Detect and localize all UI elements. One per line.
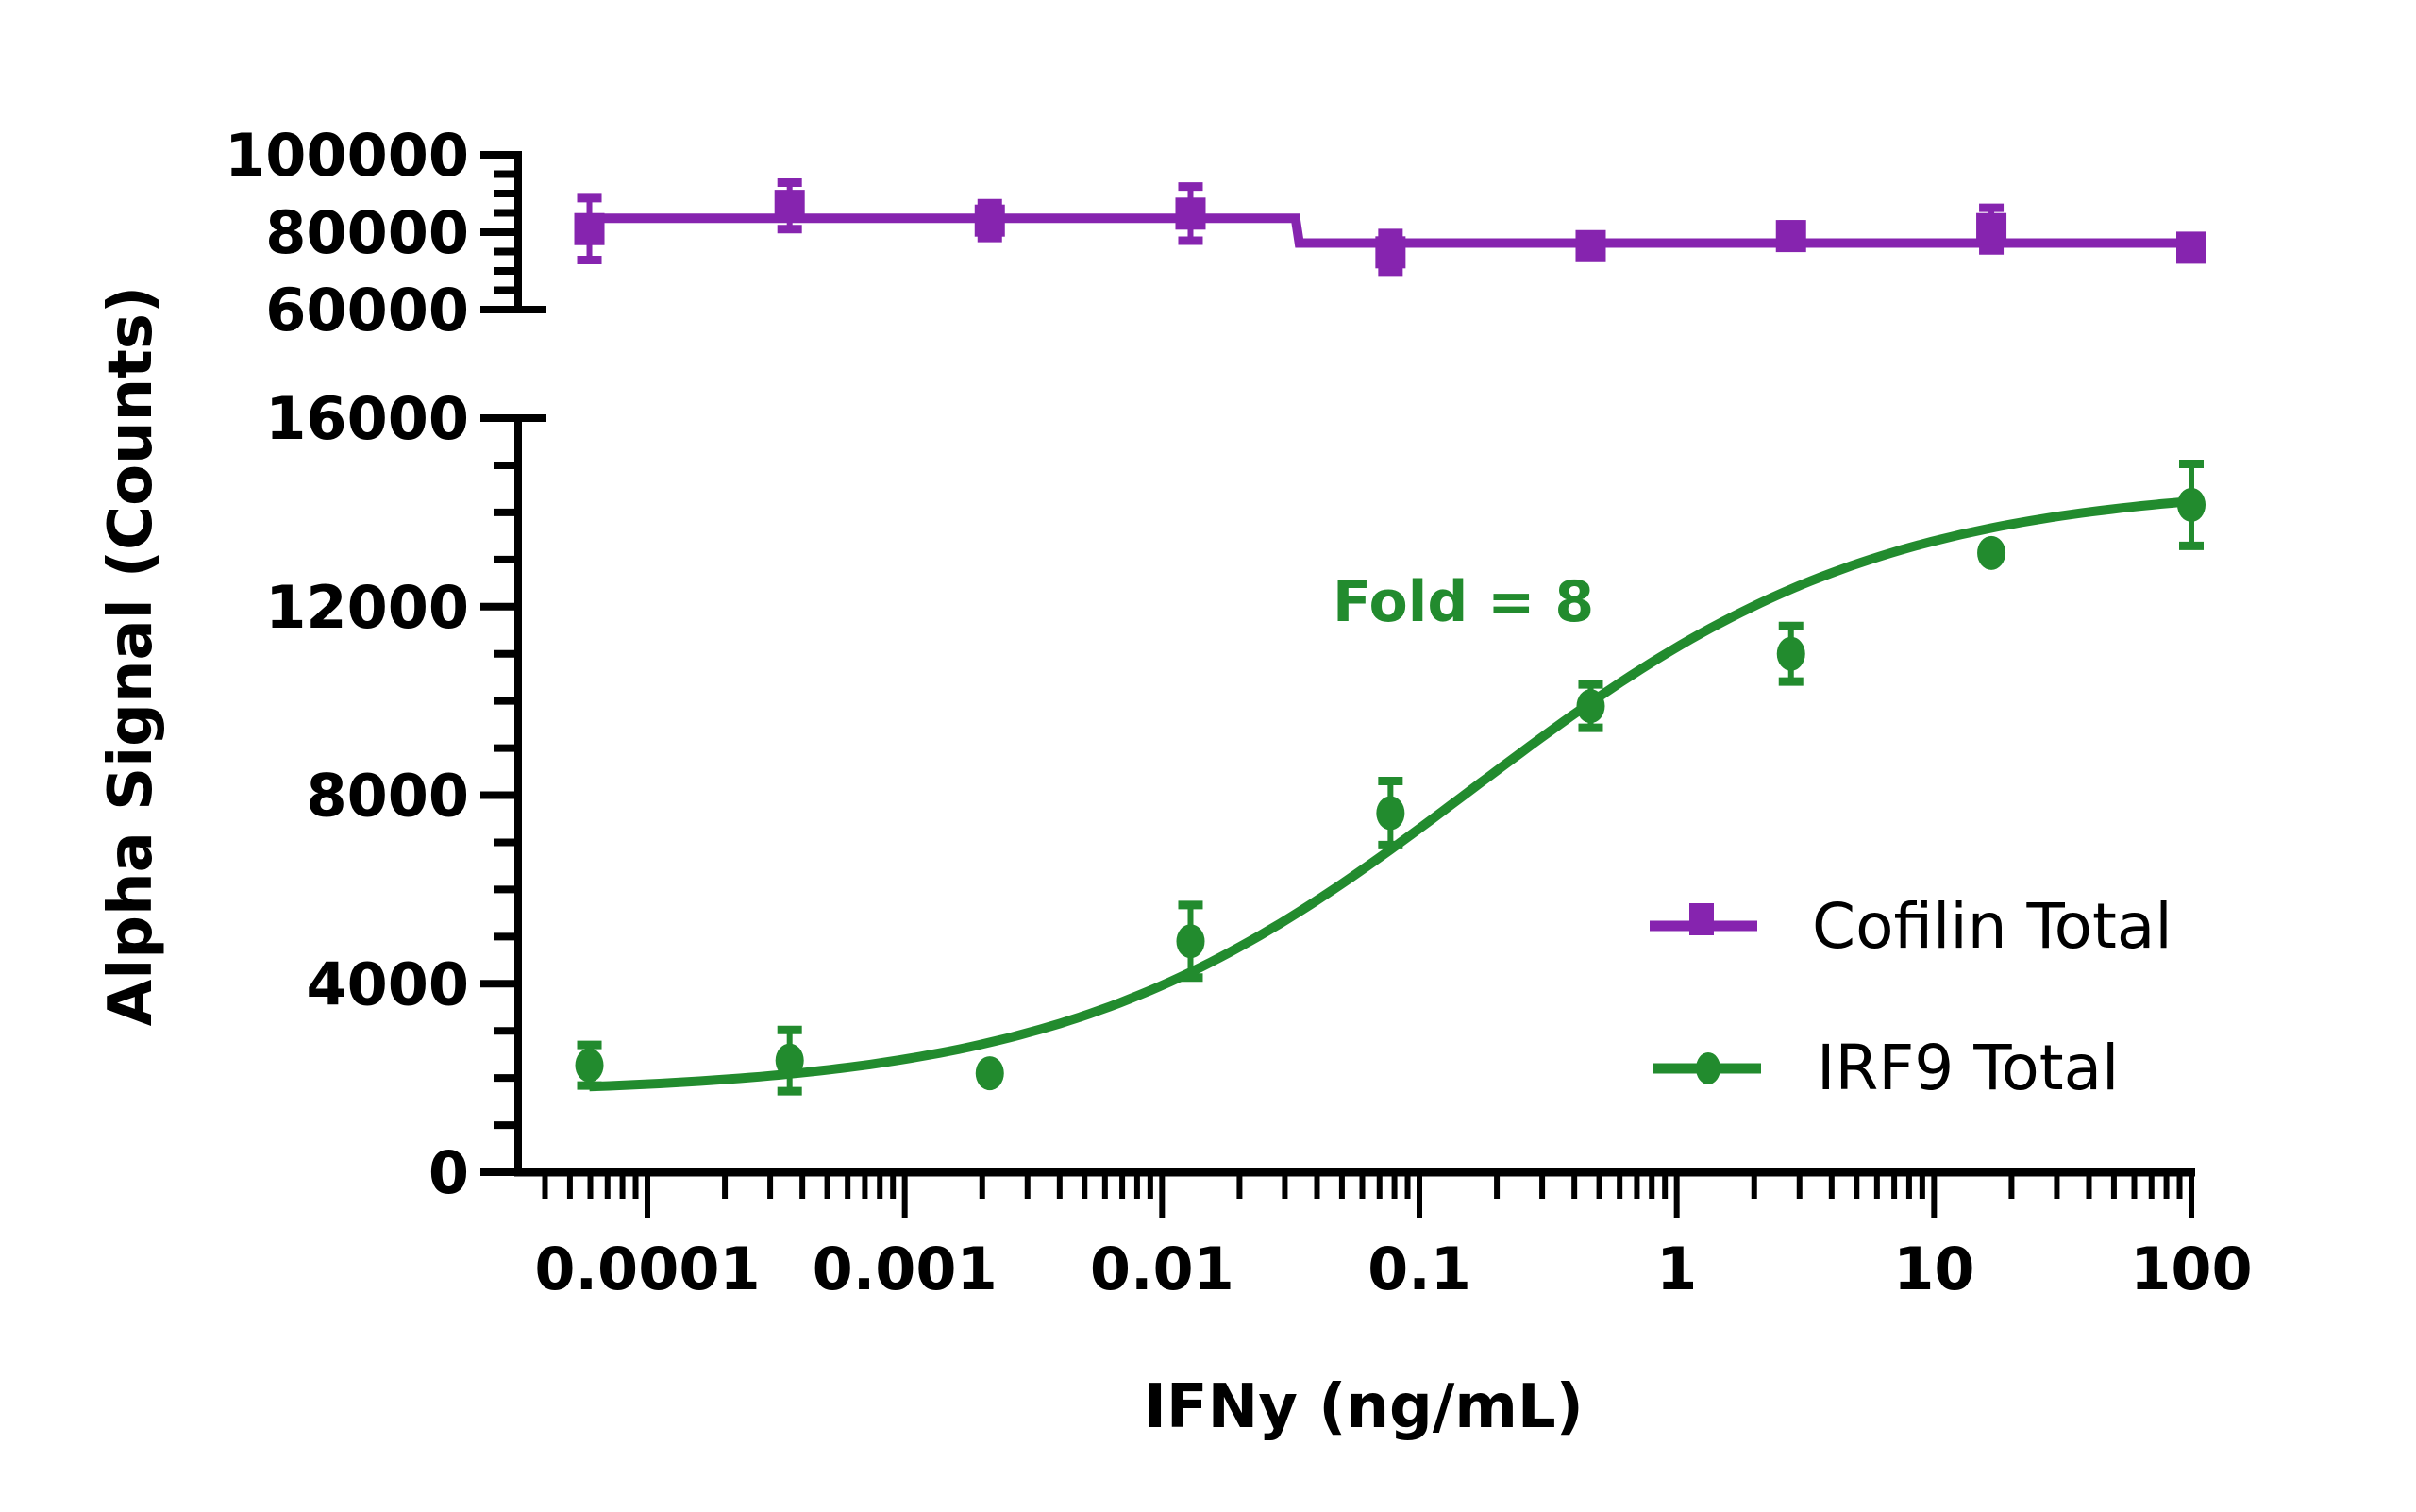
cofilin-point bbox=[1375, 236, 1406, 269]
irf9-point bbox=[2177, 487, 2206, 522]
top-y-tick-label: 60000 bbox=[265, 276, 469, 344]
legend: Cofilin Total IRF9 Total bbox=[1650, 890, 2173, 1104]
legend-item-irf9[interactable]: IRF9 Total bbox=[1653, 1032, 2119, 1104]
x-tick-label: 100 bbox=[2130, 1235, 2252, 1303]
x-tick-label: 10 bbox=[1893, 1235, 1974, 1303]
x-tick-label: 0.1 bbox=[1367, 1235, 1471, 1303]
x-axis-title: IFNy (ng/mL) bbox=[1144, 1372, 1584, 1442]
x-tick-label: 0.001 bbox=[813, 1235, 998, 1303]
legend-label-cofilin: Cofilin Total bbox=[1812, 890, 2173, 963]
bottom-y-tick-label: 0 bbox=[428, 1138, 469, 1207]
bottom-y-tick-label: 8000 bbox=[306, 762, 469, 831]
cofilin-point bbox=[574, 212, 605, 245]
x-tick-label: 1 bbox=[1656, 1235, 1697, 1303]
legend-marker-square-icon bbox=[1689, 903, 1714, 935]
top-y-axis: 100000 80000 60000 bbox=[225, 121, 546, 344]
fold-annotation: Fold = 8 bbox=[1333, 569, 1594, 635]
cofilin-point bbox=[2176, 231, 2206, 264]
top-y-tick-label: 100000 bbox=[225, 121, 469, 190]
cofilin-point bbox=[1175, 197, 1206, 230]
legend-label-irf9: IRF9 Total bbox=[1817, 1032, 2119, 1104]
x-axis: 0.0001 0.001 0.01 0.1 1 10 100 bbox=[514, 1168, 2253, 1303]
cofilin-fit-line bbox=[589, 213, 2191, 248]
irf9-point bbox=[1576, 689, 1605, 724]
bottom-y-tick-label: 16000 bbox=[265, 384, 469, 453]
cofilin-point bbox=[774, 190, 805, 223]
series-layer bbox=[574, 178, 2206, 1096]
cofilin-point bbox=[1575, 229, 1606, 262]
top-y-tick-label: 80000 bbox=[265, 198, 469, 267]
bottom-y-tick-label: 4000 bbox=[306, 949, 469, 1018]
bottom-y-tick-label: 12000 bbox=[265, 573, 469, 642]
irf9-point bbox=[1176, 924, 1205, 959]
irf9-point bbox=[775, 1043, 804, 1078]
cofilin-point bbox=[974, 204, 1005, 237]
irf9-point bbox=[975, 1056, 1004, 1091]
irf9-point bbox=[1977, 535, 2006, 570]
y-axis-title: Alpha Signal (Counts) bbox=[96, 286, 166, 1026]
bottom-y-axis: 16000 12000 8000 4000 0 bbox=[265, 384, 546, 1207]
legend-marker-circle-icon bbox=[1696, 1052, 1720, 1084]
irf9-point bbox=[1776, 636, 1805, 671]
x-tick-label: 0.01 bbox=[1090, 1235, 1234, 1303]
irf9-point bbox=[575, 1048, 604, 1083]
irf9-fit-curve bbox=[589, 496, 2192, 1092]
cofilin-point bbox=[1775, 220, 1806, 253]
x-tick-label: 0.0001 bbox=[534, 1235, 760, 1303]
cofilin-point bbox=[1976, 212, 2007, 245]
irf9-point bbox=[1376, 796, 1405, 831]
legend-item-cofilin[interactable]: Cofilin Total bbox=[1650, 890, 2173, 963]
